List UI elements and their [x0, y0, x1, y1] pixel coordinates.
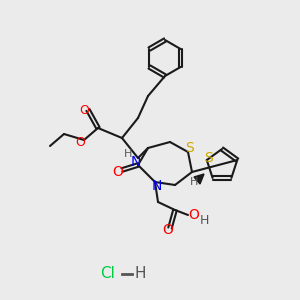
Text: H: H	[124, 149, 132, 159]
Text: O: O	[75, 136, 85, 148]
Text: O: O	[112, 165, 123, 179]
Text: H: H	[190, 177, 198, 187]
Text: H: H	[134, 266, 146, 281]
Text: N: N	[131, 155, 141, 169]
Text: Cl: Cl	[100, 266, 116, 281]
Polygon shape	[194, 174, 204, 184]
Text: N: N	[152, 179, 162, 193]
Text: S: S	[184, 141, 194, 155]
Text: O: O	[163, 223, 173, 237]
Text: H: H	[199, 214, 209, 227]
Text: O: O	[189, 208, 200, 222]
Text: O: O	[79, 103, 89, 116]
Text: S: S	[204, 151, 213, 165]
